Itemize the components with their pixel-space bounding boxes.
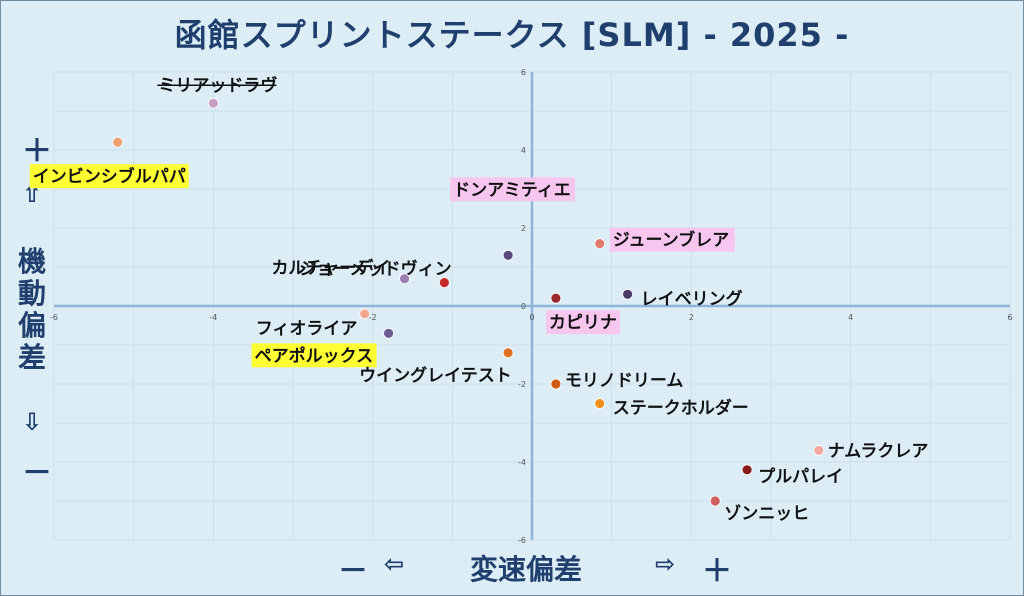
point-label: ゾンニッヒ (724, 504, 809, 524)
x-minus-sign: － (338, 554, 368, 589)
x-tick-label: 0 (529, 313, 534, 322)
y-tick-label: -6 (518, 536, 526, 545)
label-highlight (450, 177, 576, 202)
label-highlight (545, 310, 620, 335)
y-axis-title: 機動偏差 (12, 246, 52, 374)
data-point (594, 238, 606, 250)
data-point (502, 249, 514, 261)
chart-title: 函館スプリントステークス [SLM] - 2025 - (174, 16, 850, 54)
data-point (207, 97, 219, 109)
x-tick-label: -2 (369, 313, 377, 322)
data-point (813, 444, 825, 456)
y-tick-label: 2 (521, 224, 526, 233)
point-label: プルパレイ (758, 466, 843, 487)
x-left-arrow-icon: ⇦ (384, 550, 405, 578)
y-tick-label: 0 (521, 302, 526, 311)
point-labels: ミリアッドラヴインビンシブルパパドンアミティエジューンブレアカルチャーデイジョー… (29, 75, 929, 524)
y-tick-label: -4 (518, 458, 526, 467)
point-label: ジューンブレア (613, 230, 729, 251)
point-label: ステークホルダー (613, 398, 749, 419)
y-axis-title-char: 機 (17, 245, 46, 278)
x-tick-label: -4 (209, 313, 217, 322)
point-label: ジョーメッドヴィン (299, 259, 451, 280)
x-tick-label: 4 (848, 313, 853, 322)
data-point (438, 277, 450, 289)
point-label: カルチャーデイ (272, 258, 391, 279)
tick-labels: -6 -4 -2 0 2 4 6 -6 -4 -2 0 2 4 6 (50, 68, 1013, 545)
point-label: フィオライア (256, 319, 358, 339)
y-plus-sign: ＋ (22, 134, 52, 169)
y-axis-title-char: 偏 (17, 309, 46, 342)
data-point (709, 495, 721, 507)
x-tick-label: 6 (1007, 313, 1012, 322)
x-right-arrow-icon: ⇨ (655, 550, 676, 578)
data-point (112, 136, 124, 148)
data-point (502, 347, 514, 359)
data-point (383, 327, 395, 339)
point-label: ナムラクレア (828, 441, 929, 461)
x-axis-title: 変速偏差 (470, 553, 583, 586)
x-plus-sign: ＋ (702, 554, 732, 589)
label-highlight (251, 343, 377, 368)
label-highlight (609, 227, 735, 252)
data-point (741, 464, 753, 476)
point-label: レイベリング (641, 288, 743, 309)
point-label: カピリナ (549, 313, 617, 333)
data-point (399, 273, 410, 285)
x-tick-label: -6 (50, 313, 58, 322)
x-tick-label: 2 (689, 313, 694, 322)
label-highlight (29, 164, 189, 189)
y-down-arrow-icon: ⇩ (22, 408, 43, 436)
y-tick-label: 4 (521, 146, 526, 155)
point-label: ペアポルックス (255, 345, 374, 366)
y-tick-label: -2 (518, 380, 526, 389)
data-points (112, 97, 825, 507)
point-label: ドンアミティエ (453, 180, 571, 200)
point-label: ウイングレイテスト (359, 365, 512, 386)
data-point (550, 292, 562, 304)
data-point (359, 308, 371, 320)
point-label: モリノドリーム (565, 371, 684, 391)
point-label: インビンシブルパパ (33, 166, 186, 187)
axes (54, 72, 1010, 540)
y-axis-title-char: 差 (17, 341, 46, 374)
y-minus-sign: － (22, 456, 52, 491)
data-point (550, 378, 562, 390)
y-tick-label: 6 (521, 68, 526, 77)
data-point (594, 398, 606, 409)
data-point (622, 288, 633, 300)
y-axis-title-char: 動 (17, 277, 46, 310)
